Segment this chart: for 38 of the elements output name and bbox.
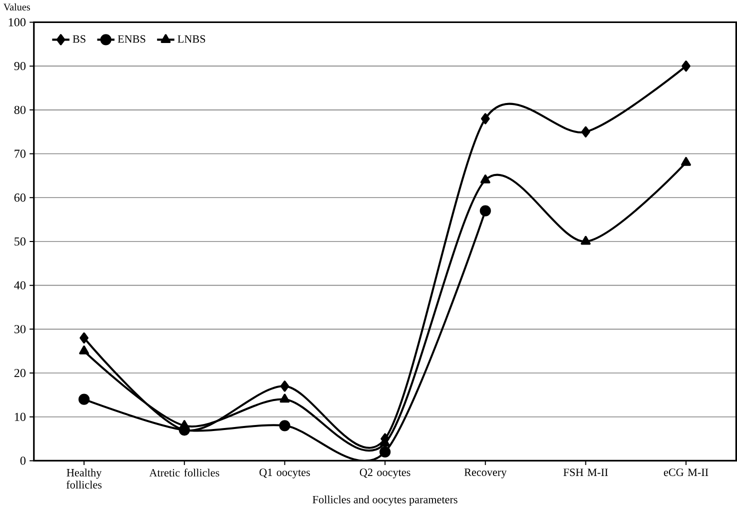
y-axis-title: Values xyxy=(3,3,30,11)
x-tick-label: Q2 oocytes xyxy=(360,468,410,478)
y-tick-label: 80 xyxy=(14,106,26,114)
x-tick-label: Recovery xyxy=(464,468,507,478)
point xyxy=(580,236,591,245)
legend-label: ENBS xyxy=(118,35,146,43)
point xyxy=(280,394,290,403)
legend-label: LNBS xyxy=(178,35,206,43)
y-tick-label: 10 xyxy=(14,412,26,421)
y-tick-label: 90 xyxy=(14,62,26,70)
legend-label: BS xyxy=(72,35,86,43)
y-tick-label: 100 xyxy=(8,18,26,26)
point xyxy=(379,446,391,458)
x-tick-label: eCG M-II xyxy=(664,468,708,476)
y-tick-label: 50 xyxy=(14,237,26,246)
x-tick-label: FSH M-II xyxy=(563,468,608,476)
point xyxy=(279,420,290,432)
x-axis-title: Follicles and oocytes parameters xyxy=(312,496,458,506)
point xyxy=(480,174,490,184)
x-tick-label: Healthy follicles xyxy=(66,468,102,489)
point xyxy=(681,156,691,166)
y-tick-label: 30 xyxy=(14,325,26,334)
point xyxy=(480,205,491,216)
point xyxy=(480,113,490,124)
point xyxy=(179,420,190,429)
y-tick-label: 0 xyxy=(20,456,26,465)
point xyxy=(682,60,690,72)
y-tick-label: 60 xyxy=(14,194,26,202)
y-tick-label: 70 xyxy=(14,150,26,158)
x-tick-label: Atretic follicles xyxy=(149,468,220,477)
x-tick-label: Q1 oocytes xyxy=(260,468,310,478)
point xyxy=(280,380,290,392)
point xyxy=(80,332,88,344)
point xyxy=(581,126,590,138)
point xyxy=(79,346,90,354)
point xyxy=(78,394,90,405)
y-tick-label: 40 xyxy=(14,281,26,290)
y-tick-label: 20 xyxy=(14,368,26,378)
